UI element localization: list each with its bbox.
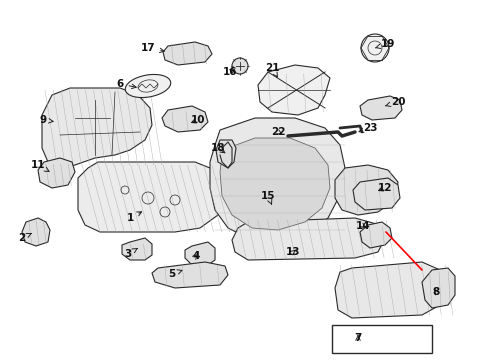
Text: 22: 22 [270,127,285,137]
Circle shape [360,34,388,62]
Ellipse shape [125,75,170,98]
Polygon shape [163,42,212,65]
Text: 13: 13 [285,247,300,257]
Polygon shape [334,165,397,215]
Text: 17: 17 [141,43,164,53]
Text: 18: 18 [210,143,225,153]
Polygon shape [78,162,222,232]
Text: 11: 11 [31,160,49,171]
Text: 7: 7 [354,333,361,343]
Polygon shape [38,158,75,188]
Text: 8: 8 [431,287,439,297]
Polygon shape [209,118,345,242]
Polygon shape [421,268,454,308]
Polygon shape [216,140,236,168]
Text: 9: 9 [40,115,53,125]
Polygon shape [162,106,207,132]
Text: 3: 3 [124,248,137,259]
Polygon shape [122,238,152,260]
Polygon shape [359,96,401,120]
Text: 15: 15 [260,191,275,204]
Polygon shape [231,218,384,260]
Text: 2: 2 [19,233,31,243]
Polygon shape [258,65,329,115]
Polygon shape [352,178,399,210]
Text: 5: 5 [168,269,182,279]
Text: 1: 1 [126,212,142,223]
Polygon shape [359,222,391,248]
Bar [331,325,431,353]
Polygon shape [22,218,50,246]
Text: 14: 14 [355,221,369,231]
Text: 20: 20 [385,97,405,107]
Text: 10: 10 [190,115,205,125]
Polygon shape [334,262,444,318]
Polygon shape [184,242,215,265]
Text: 23: 23 [358,123,376,133]
Text: 21: 21 [264,63,279,77]
Polygon shape [42,88,152,168]
Circle shape [231,58,247,74]
Text: 19: 19 [375,39,394,49]
Text: 6: 6 [116,79,136,89]
Text: 16: 16 [223,67,237,77]
Polygon shape [152,262,227,288]
Text: 4: 4 [192,251,199,261]
Text: 12: 12 [377,183,391,193]
Polygon shape [220,138,329,230]
